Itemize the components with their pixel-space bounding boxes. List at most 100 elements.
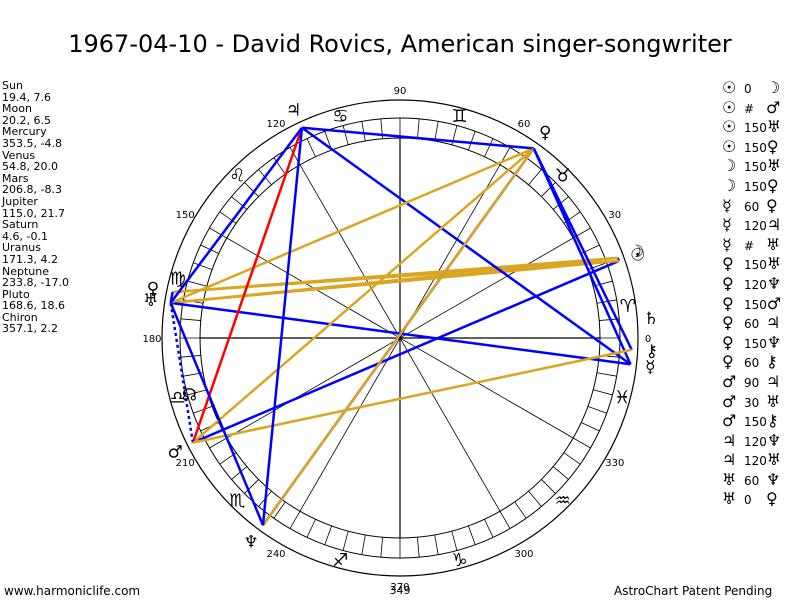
aspect-type: 150 (744, 121, 767, 136)
aspect-type: 150 (744, 297, 767, 312)
aspect-planet1-glyph: ☿ (722, 195, 732, 215)
footer-patent-note: AstroChart Patent Pending (614, 584, 773, 598)
planet-glyph-venus: ♀ (539, 123, 551, 143)
degree-tick (306, 519, 316, 538)
planet-glyph-neptune: ♆ (244, 532, 259, 552)
aspect-type: 120 (744, 434, 767, 449)
aspect-list: ☉ 0 ☽ ☉ # ♂ ☉ 150♅ ☉ 150♀ ☽ 150♅ ☽ 150♀ ☿ 60 ♀ ☿ 120♃ ☿ # ♅ ♀ 1… (722, 78, 789, 509)
degree-tick (180, 355, 201, 358)
aspect-line (301, 126, 632, 366)
aspect-planet2-glyph: ♅ (766, 450, 782, 470)
aspect-planet2-glyph: ♀ (766, 489, 778, 509)
aspect-planet2-glyph: ♆ (766, 430, 782, 450)
aspect-planet1-glyph: ♂ (722, 371, 737, 391)
zodiac-glyphs: ♈ ♉ ♊ ♋ ♌ ♍ ♎ ♏ ♐ ♑ ♒ ♓ (170, 106, 636, 571)
aspect-line (169, 302, 265, 526)
aspect-planet1-glyph: ♃ (722, 430, 737, 450)
degree-label: 60 (518, 119, 531, 130)
degree-tick (306, 138, 316, 157)
aspect-type: 60 (744, 199, 760, 214)
aspect-row: ♂ 30 ♅ (722, 392, 789, 412)
house-line (226, 237, 574, 439)
aspect-planet2-glyph: ♅ (766, 391, 781, 411)
aspect-planet2-glyph: ☽ (766, 78, 781, 97)
degree-tick (209, 227, 227, 239)
degree-tick (324, 525, 332, 545)
degree-tick (499, 511, 511, 529)
degree-tick (596, 372, 617, 377)
degree-label: 90 (394, 86, 407, 97)
degree-tick (552, 466, 569, 480)
planet-name-mars: Mars (2, 171, 29, 185)
degree-tick (484, 138, 494, 157)
aspect-row: ♀ 150♆ (722, 333, 789, 353)
aspect-line (170, 256, 618, 305)
aspect-planet1-glyph: ♀ (722, 352, 734, 372)
planet-name-uranus: Uranus (2, 241, 41, 255)
zodiac-aries-glyph: ♈ (620, 296, 636, 317)
aspect-type: 120 (744, 277, 767, 292)
degree-tick (528, 490, 542, 507)
aspect-row: ♀ 120♆ (722, 274, 789, 294)
degree-tick (219, 211, 237, 224)
degree-tick (593, 389, 613, 396)
aspect-planet2-glyph: ♆ (766, 273, 782, 293)
zodiac-capricorn-glyph: ♑ (451, 550, 467, 571)
aspect-planet1-glyph: ♅ (722, 489, 737, 509)
aspect-row: ♅ 0 ♀ (722, 489, 789, 509)
aspect-line (169, 126, 303, 304)
aspect-planet2-glyph: ⚷ (766, 352, 778, 372)
node-glyph: ☊ (182, 385, 197, 405)
aspect-planet2-glyph: ♅ (766, 254, 782, 274)
degree-label: 30 (608, 210, 621, 221)
aspect-type: 150 (744, 336, 767, 351)
aspect-type: 60 (744, 317, 760, 332)
degree-label: 330 (605, 458, 624, 469)
aspect-lines (169, 126, 633, 526)
aspect-planet1-glyph: ☉ (722, 117, 737, 137)
planet-coords-neptune: 233.8, -17.0 (2, 276, 69, 290)
degree-tick (187, 389, 207, 396)
planet-coords-moon: 20.2, 6.5 (2, 113, 51, 127)
planet-coords-venus: 54.8, 20.0 (2, 160, 58, 174)
aspect-line (192, 259, 620, 444)
degree-label: 120 (266, 119, 285, 130)
aspect-type: 30 (744, 395, 760, 410)
aspect-type: 150 (744, 140, 767, 155)
aspect-planet2-glyph: ♅ (766, 156, 782, 176)
planet-glyph-sun: ☉ (630, 245, 645, 265)
zodiac-leo-glyph: ♌ (229, 165, 245, 186)
planet-glyph-mercury: ☿ (645, 358, 655, 378)
degree-tick (209, 437, 227, 449)
planet-glyph-uranus: ♅ (143, 291, 158, 311)
aspect-planet1-glyph: ♃ (722, 450, 737, 470)
aspect-planet1-glyph: ♂ (722, 411, 737, 431)
degree-tick (361, 534, 366, 555)
aspect-row: ♃ 120♅ (722, 450, 789, 470)
zodiac-scorpio-glyph: ♏ (229, 491, 245, 512)
aspect-type: 150 (744, 160, 767, 175)
degree-tick (417, 118, 420, 139)
planet-glyph-mars: ♂ (167, 443, 182, 463)
planet-coords-jupiter: 115.0, 21.7 (2, 206, 65, 220)
aspect-type: 60 (744, 356, 760, 371)
zodiac-cancer-glyph: ♋ (332, 106, 348, 127)
zodiac-libra-glyph: ♎ (170, 388, 186, 409)
planet-coords-uranus: 171.3, 4.2 (2, 252, 58, 266)
aspect-row: ♅ 60 ♆ (722, 470, 789, 490)
aspect-type: # (744, 238, 755, 253)
zodiac-aquarius-glyph: ♒ (555, 491, 571, 512)
aspect-type: # (744, 101, 755, 116)
aspect-row: ♂ 150⚷ (722, 411, 789, 431)
degree-label: 270 (390, 582, 409, 593)
degree-tick (596, 299, 617, 304)
degree-tick (581, 422, 600, 432)
aspect-planet1-glyph: ♀ (722, 332, 734, 352)
aspect-line (532, 147, 633, 351)
aspect-planet1-glyph: ♀ (722, 313, 734, 333)
aspect-planet1-glyph: ☿ (722, 215, 732, 235)
planet-coords-mercury: 353.5, -4.8 (2, 136, 62, 150)
aspect-planet1-glyph: ☉ (722, 136, 737, 156)
aspect-planet1-glyph: ♀ (722, 273, 734, 293)
